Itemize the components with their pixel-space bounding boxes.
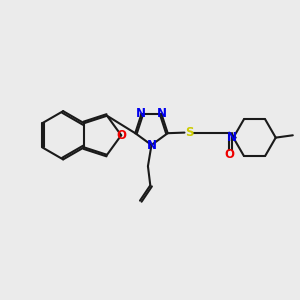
Text: S: S	[185, 126, 193, 139]
Text: N: N	[146, 139, 157, 152]
Text: O: O	[224, 148, 234, 161]
Text: N: N	[227, 130, 237, 143]
Text: N: N	[157, 107, 167, 120]
Text: O: O	[116, 129, 126, 142]
Text: N: N	[136, 107, 146, 120]
